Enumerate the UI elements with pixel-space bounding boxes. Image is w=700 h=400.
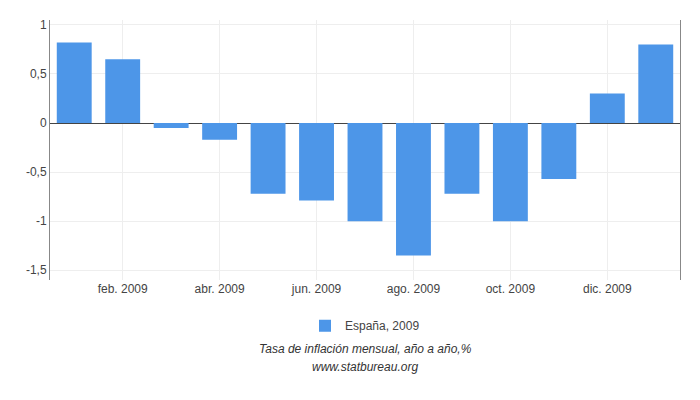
svg-text:-1: -1 [36,214,47,228]
svg-text:ago. 2009: ago. 2009 [387,282,441,296]
svg-text:Tasa de inflación mensual, año: Tasa de inflación mensual, año a año,% [259,342,472,356]
svg-text:feb. 2009: feb. 2009 [98,282,148,296]
svg-text:0: 0 [40,116,47,130]
svg-text:-0,5: -0,5 [26,165,47,179]
svg-text:jun. 2009: jun. 2009 [291,282,342,296]
svg-text:-1,5: -1,5 [26,263,47,277]
svg-text:dic. 2009: dic. 2009 [583,282,632,296]
svg-text:1: 1 [40,18,47,32]
svg-text:0,5: 0,5 [30,67,47,81]
svg-text:oct. 2009: oct. 2009 [486,282,536,296]
svg-text:www.statbureau.org: www.statbureau.org [312,360,418,374]
svg-text:abr. 2009: abr. 2009 [195,282,245,296]
svg-text:España, 2009: España, 2009 [345,319,419,333]
